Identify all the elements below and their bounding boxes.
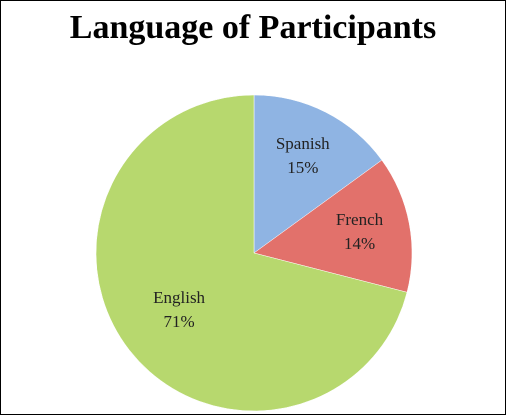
slice-value-label: 71% xyxy=(164,312,195,331)
pie-slice xyxy=(253,159,413,293)
slice-label: English xyxy=(153,288,205,307)
slice-value-label: 14% xyxy=(344,234,375,253)
pie-slice xyxy=(95,94,408,412)
slice-value-label: 15% xyxy=(287,158,318,177)
slice-label: Spanish xyxy=(276,134,330,153)
slice-label: French xyxy=(336,210,384,229)
chart-title: Language of Participants xyxy=(70,9,436,46)
pie-slice xyxy=(253,94,383,254)
